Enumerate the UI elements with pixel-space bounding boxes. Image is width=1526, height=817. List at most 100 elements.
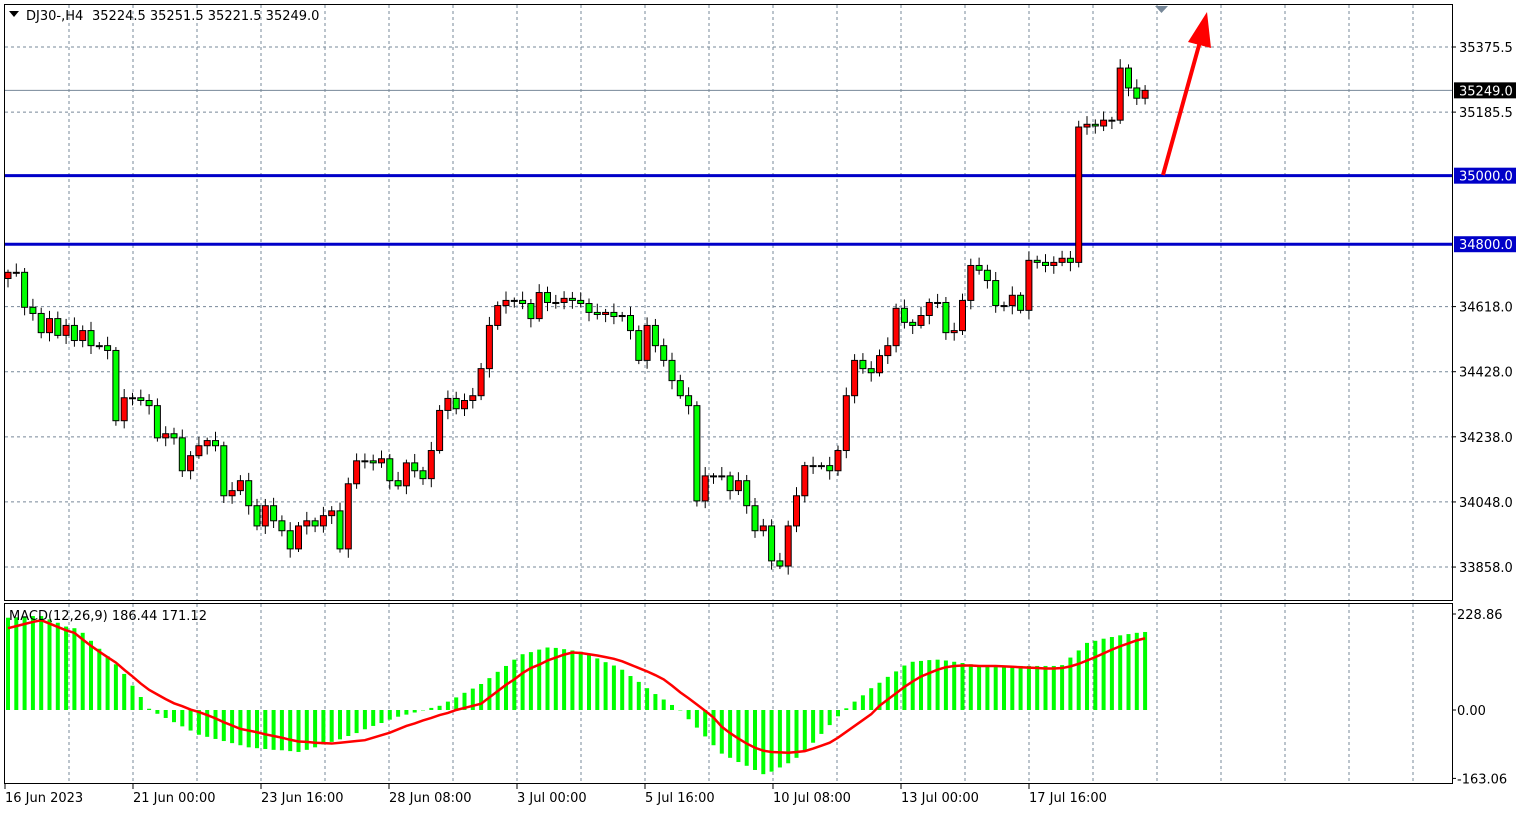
candle-bearish — [669, 360, 675, 380]
macd-histogram-bar — [72, 628, 76, 710]
time-tick-label: 13 Jul 00:00 — [901, 791, 979, 806]
time-tick-label: 28 Jun 08:00 — [389, 791, 472, 806]
candle-bearish — [254, 506, 260, 526]
candle-bullish — [926, 302, 932, 315]
macd-histogram-bar — [446, 702, 450, 710]
macd-histogram-bar — [836, 710, 840, 716]
macd-histogram-bar — [371, 710, 375, 726]
macd-histogram-bar — [479, 684, 483, 710]
candle-bearish — [652, 325, 658, 345]
macd-histogram-bar — [637, 682, 641, 710]
macd-histogram-bar — [23, 616, 27, 710]
candle-bearish — [171, 434, 177, 438]
macd-label: MACD(12,26,9) 186.44 171.12 — [9, 609, 207, 624]
macd-histogram-bar — [189, 710, 193, 731]
price-tick-label: 34428.0 — [1459, 366, 1513, 381]
macd-histogram-bar — [1127, 634, 1131, 710]
candle-bullish — [163, 434, 169, 438]
candle-bearish — [943, 302, 949, 332]
candle-bullish — [296, 526, 302, 549]
candle-bullish — [5, 272, 11, 278]
price-tick-label: 34238.0 — [1459, 431, 1513, 446]
macd-histogram-bar — [429, 708, 433, 710]
macd-histogram-bar — [853, 702, 857, 710]
macd-histogram-bar — [562, 649, 566, 710]
macd-histogram-bar — [919, 661, 923, 710]
time-tick-label: 3 Jul 00:00 — [517, 791, 587, 806]
candle-bearish — [138, 398, 144, 401]
candle-bullish — [130, 398, 136, 399]
macd-histogram-bar — [761, 710, 765, 774]
macd-histogram-bar — [1077, 650, 1081, 710]
macd-histogram-bar — [1135, 633, 1139, 710]
macd-histogram-bar — [977, 666, 981, 710]
candle-bullish — [711, 476, 717, 477]
candle-bullish — [794, 496, 800, 526]
macd-histogram-bar — [305, 710, 309, 750]
candle-bearish — [1134, 88, 1140, 98]
price-tick-label: 33858.0 — [1459, 561, 1513, 576]
candle-bullish — [470, 396, 476, 401]
macd-histogram-bar — [14, 617, 18, 710]
macd-histogram-bar — [321, 710, 325, 744]
candle-bullish — [536, 293, 542, 319]
candle-bearish — [420, 471, 426, 479]
candle-bearish — [337, 511, 343, 549]
macd-histogram-bar — [753, 710, 757, 770]
candle-bearish — [1018, 295, 1024, 310]
candle-bullish — [403, 463, 409, 486]
candle-bearish — [586, 304, 592, 313]
macd-histogram-bar — [1019, 666, 1023, 710]
macd-histogram-bar — [670, 705, 674, 710]
candle-bearish — [312, 521, 318, 526]
macd-histogram-bar — [363, 710, 367, 729]
candle-bearish — [213, 441, 219, 446]
macd-histogram-bar — [595, 658, 599, 710]
candle-bullish — [603, 312, 609, 314]
candle-bearish — [179, 438, 185, 471]
macd-histogram-bar — [1060, 665, 1064, 710]
macd-histogram-bar — [280, 710, 284, 750]
candle-bearish — [860, 360, 866, 368]
candle-bullish — [503, 300, 509, 305]
candle-bearish — [146, 400, 152, 405]
time-tick-label: 5 Jul 16:00 — [645, 791, 715, 806]
candle-bullish — [885, 346, 891, 356]
macd-histogram-bar — [828, 710, 832, 725]
macd-histogram-bar — [952, 662, 956, 710]
candle-bearish — [578, 300, 584, 303]
macd-histogram-bar — [56, 623, 60, 710]
macd-histogram-bar — [39, 616, 43, 710]
candle-bullish — [818, 466, 824, 467]
macd-histogram-bar — [604, 662, 608, 710]
macd-histogram-bar — [180, 710, 184, 726]
candle-bullish — [960, 300, 966, 330]
candle-bearish — [686, 396, 692, 406]
candle-bearish — [611, 312, 617, 316]
macd-histogram-bar — [214, 710, 218, 739]
macd-histogram-bar — [1010, 666, 1014, 710]
candle-bearish — [661, 346, 667, 361]
candle-bullish — [262, 506, 268, 526]
macd-histogram-bar — [222, 710, 226, 741]
level-price-label: 34800.0 — [1459, 238, 1513, 253]
macd-histogram-bar — [770, 710, 774, 772]
ohlc-label: 35224.5 35251.5 35221.5 35249.0 — [92, 9, 319, 24]
macd-histogram-bar — [911, 662, 915, 710]
macd-histogram-bar — [1102, 639, 1106, 710]
macd-histogram-bar — [886, 677, 890, 710]
macd-histogram-bar — [720, 710, 724, 754]
current-price-label: 35249.0 — [1459, 84, 1513, 99]
candle-bearish — [827, 466, 833, 471]
macd-histogram-bar — [612, 666, 616, 710]
time-tick-label: 17 Jul 16:00 — [1029, 791, 1107, 806]
macd-histogram-bar — [288, 710, 292, 751]
macd-histogram-bar — [64, 627, 68, 710]
macd-histogram-bar — [81, 633, 85, 710]
macd-histogram-bar — [587, 655, 591, 710]
candle-bullish — [553, 302, 559, 303]
candle-bearish — [976, 265, 982, 270]
candle-bullish — [345, 484, 351, 549]
macd-histogram-bar — [438, 706, 442, 710]
